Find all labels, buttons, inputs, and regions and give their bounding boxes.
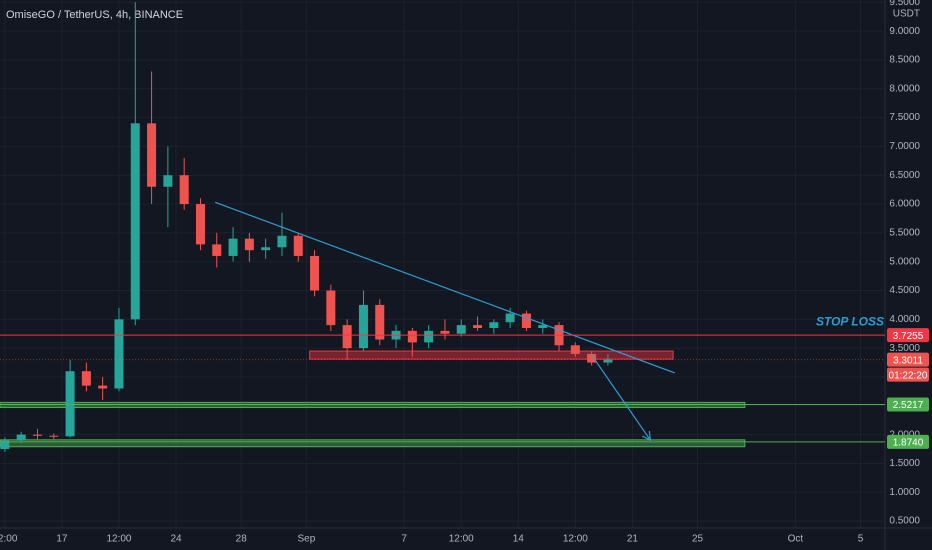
candle-body	[342, 325, 352, 349]
candle-body	[310, 255, 320, 291]
candle-body	[147, 123, 157, 187]
countdown-badge-bg	[887, 367, 929, 382]
candle-body	[179, 175, 189, 205]
candle-body	[473, 325, 483, 328]
y-tick-label: 5.0000	[889, 256, 920, 267]
candle-body	[538, 325, 548, 328]
y-tick-label: 9.5000	[889, 0, 920, 8]
x-tick-label: 12:00	[0, 534, 18, 545]
candle-body	[587, 353, 597, 363]
candle-body	[424, 330, 434, 343]
candle-body	[505, 313, 515, 323]
y-tick-label: 2.0000	[889, 429, 920, 440]
chart-title: OmiseGO / TetherUS, 4h, BINANCE	[6, 9, 183, 21]
x-tick-label: 21	[627, 534, 639, 545]
zone	[0, 439, 746, 448]
candle-body	[212, 244, 222, 256]
level-badge-bg	[887, 328, 929, 343]
candle-body	[65, 371, 75, 437]
y-tick-label: 5.5000	[889, 228, 920, 239]
candle-body	[0, 440, 10, 450]
y-tick-label: 4.0000	[889, 314, 920, 325]
candle-body	[456, 325, 466, 334]
candle-body	[603, 359, 613, 363]
candle-body	[277, 235, 287, 248]
x-tick-label: 5	[858, 534, 864, 545]
candle-body	[293, 235, 303, 256]
level-badge-bg	[887, 397, 929, 412]
candle-body	[326, 290, 336, 326]
x-tick-label: Oct	[788, 534, 804, 545]
candle-body	[407, 330, 417, 343]
y-tick-label: 9.0000	[889, 26, 920, 37]
y-tick-label: 6.0000	[889, 199, 920, 210]
level-label: STOP LOSS	[816, 314, 884, 328]
y-tick-label: 7.0000	[889, 141, 920, 152]
last-price-badge-bg	[887, 352, 929, 367]
y-tick-label: 8.5000	[889, 55, 920, 66]
x-tick-label: 28	[236, 534, 248, 545]
x-tick-label: 12:00	[449, 534, 474, 545]
arrow-head	[641, 431, 652, 442]
candle-body	[358, 304, 368, 349]
candle-body	[195, 204, 205, 245]
candle-body	[570, 345, 580, 354]
candle-body	[244, 238, 254, 251]
y-tick-label: 3.5000	[889, 343, 920, 354]
y-tick-label: 6.5000	[889, 170, 920, 181]
x-tick-label: 25	[692, 534, 704, 545]
level-badge: 3.7255	[893, 331, 924, 342]
candle-body	[16, 434, 26, 441]
countdown-badge: 01:22:20	[889, 370, 928, 381]
candle-body	[49, 435, 59, 437]
candle-body	[130, 123, 140, 320]
arrow	[591, 354, 651, 441]
x-tick-label: Sep	[298, 534, 316, 545]
candle-body	[521, 313, 531, 328]
x-tick-label: 7	[401, 534, 407, 545]
y-tick-label: 0.5000	[889, 516, 920, 527]
candle-body	[98, 385, 108, 389]
y-tick-label: 4.5000	[889, 285, 920, 296]
candle-body	[440, 330, 450, 334]
level-badge-bg	[887, 434, 929, 449]
candle-body	[163, 175, 173, 187]
level-badge: 2.5217	[893, 400, 924, 411]
candle-body	[489, 322, 499, 328]
zone	[309, 350, 674, 360]
level-badge: 1.8740	[893, 438, 924, 449]
x-tick-label: 17	[56, 534, 68, 545]
axis-unit: USDT	[893, 9, 920, 20]
candle-body	[228, 238, 238, 256]
last-price-badge: 3.3011	[893, 355, 923, 366]
y-tick-label: 7.5000	[889, 112, 920, 123]
candle-body	[32, 434, 42, 436]
trendline	[214, 201, 675, 374]
candle-body	[81, 371, 91, 386]
y-tick-label: 1.5000	[889, 458, 920, 469]
x-tick-label: 12:00	[106, 534, 131, 545]
candle-body	[375, 304, 385, 340]
x-tick-label: 12:00	[563, 534, 588, 545]
x-tick-label: 14	[513, 534, 525, 545]
y-tick-label: 1.0000	[889, 487, 920, 498]
x-tick-label: 24	[170, 534, 182, 545]
candle-body	[114, 319, 124, 389]
candle-body	[261, 247, 271, 251]
y-tick-label: 8.0000	[889, 83, 920, 94]
